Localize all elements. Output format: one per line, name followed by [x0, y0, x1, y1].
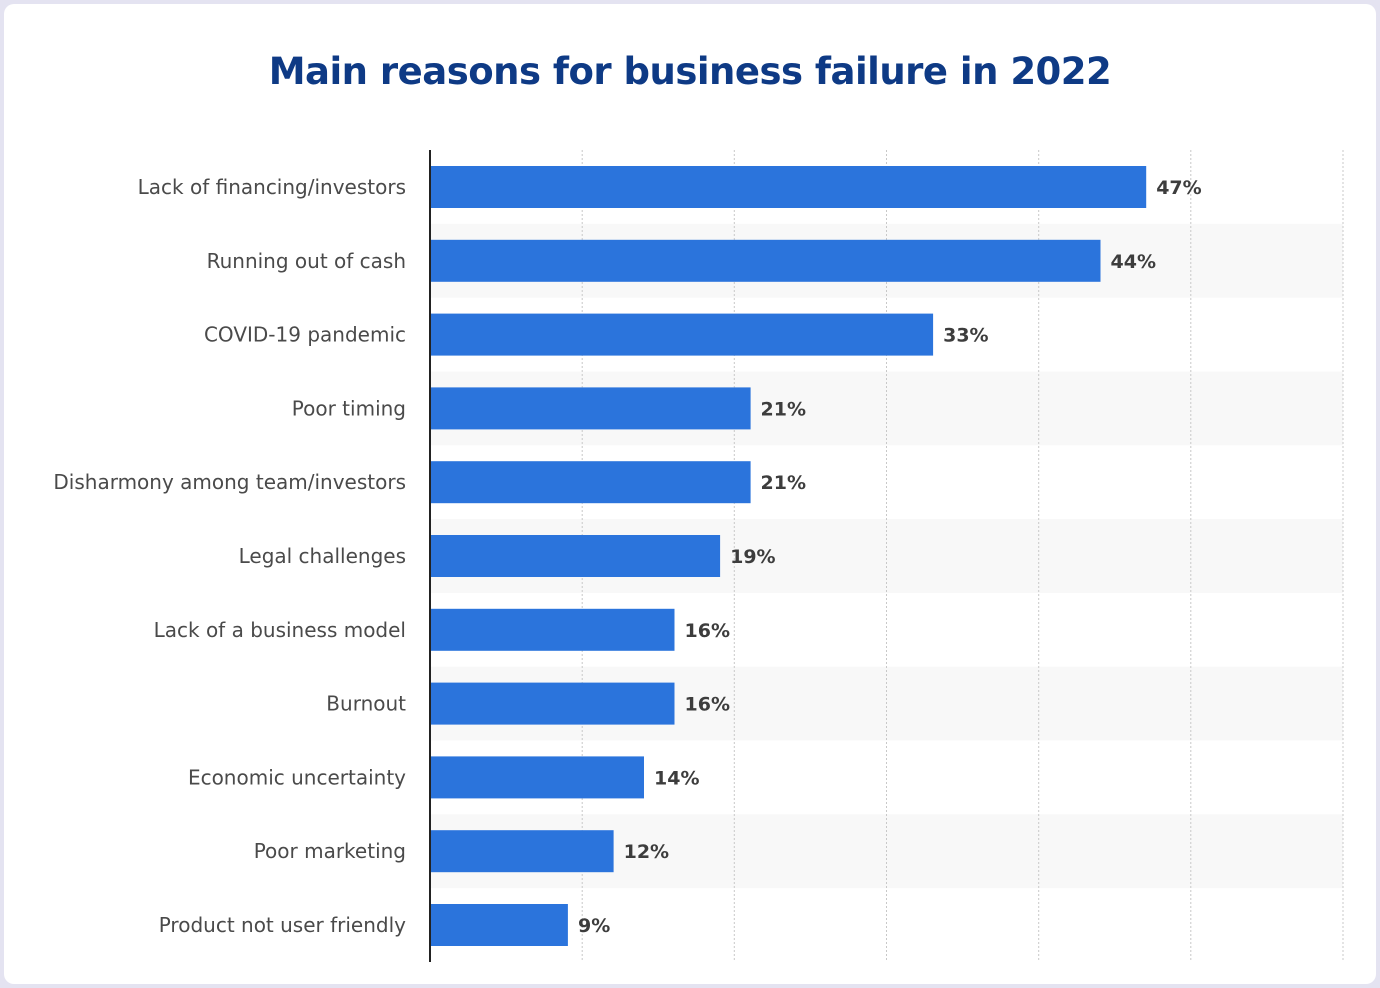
- value-label: 44%: [1111, 251, 1156, 273]
- bar: [431, 166, 1147, 208]
- category-label: Disharmony among team/investors: [53, 470, 406, 494]
- value-label: 12%: [624, 841, 669, 863]
- category-label: Economic uncertainty: [188, 765, 406, 789]
- value-label: 21%: [761, 398, 806, 420]
- bar: [431, 682, 675, 725]
- bar: [431, 756, 644, 799]
- chart-title: Main reasons for business failure in 202…: [268, 50, 1112, 93]
- bar: [431, 313, 934, 356]
- value-label: 16%: [685, 694, 730, 716]
- bar: [431, 608, 675, 651]
- category-label: COVID-19 pandemic: [204, 323, 406, 347]
- bar: [431, 461, 751, 504]
- category-label: Legal challenges: [239, 544, 406, 568]
- value-label: 33%: [943, 325, 988, 347]
- category-label: Burnout: [326, 692, 406, 716]
- bar: [431, 387, 751, 430]
- category-label: Lack of financing/investors: [138, 175, 406, 199]
- value-label: 19%: [730, 546, 775, 568]
- value-label: 16%: [685, 620, 730, 642]
- value-label: 21%: [761, 472, 806, 494]
- category-label: Poor marketing: [254, 839, 406, 863]
- value-label: 47%: [1156, 177, 1201, 199]
- bar: [431, 239, 1101, 282]
- bar: [431, 830, 614, 873]
- category-label: Running out of cash: [207, 249, 406, 273]
- value-label: 9%: [578, 915, 610, 937]
- value-label: 14%: [654, 767, 699, 789]
- bar: [431, 904, 568, 946]
- category-label: Lack of a business model: [154, 618, 406, 642]
- category-label: Poor timing: [292, 396, 406, 420]
- bar: [431, 535, 721, 577]
- category-label: Product not user friendly: [159, 913, 406, 937]
